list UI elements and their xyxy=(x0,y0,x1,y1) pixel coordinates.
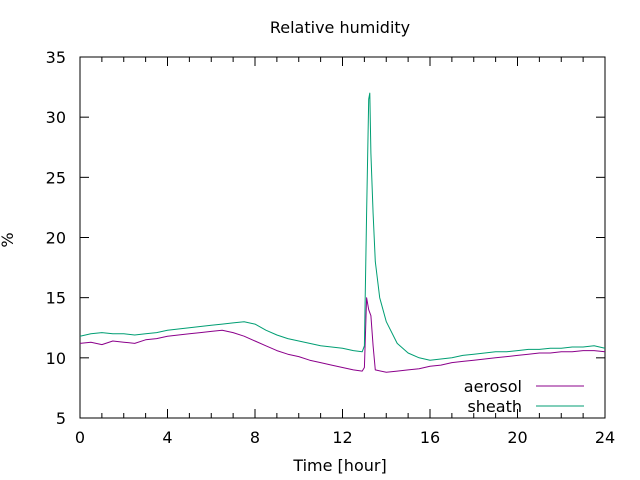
x-axis-title: Time [hour] xyxy=(292,456,386,475)
y-tick-label: 20 xyxy=(46,229,66,248)
plot-frame xyxy=(79,56,606,419)
y-tick-label: 10 xyxy=(46,349,66,368)
legend-label-aerosol: aerosol xyxy=(464,377,522,396)
ticks-layer: 0 4 8 12 16 20 24 5 10 15 20 25 30 35 xyxy=(46,48,616,447)
x-tick-label: 16 xyxy=(420,428,440,447)
series-line-sheath xyxy=(79,92,606,361)
x-tick-label: 12 xyxy=(332,428,352,447)
x-tick-label: 8 xyxy=(250,428,260,447)
chart-title: Relative humidity xyxy=(270,18,410,37)
legend-label-sheath: sheath xyxy=(467,397,522,416)
series-line-aerosol xyxy=(79,297,606,373)
y-tick-label: 35 xyxy=(46,48,66,67)
x-tick-label: 4 xyxy=(162,428,172,447)
x-tick-label: 0 xyxy=(75,428,85,447)
x-tick-label: 24 xyxy=(595,428,615,447)
y-tick-label: 5 xyxy=(56,409,66,428)
y-axis-title: % xyxy=(0,232,17,247)
x-tick-label: 20 xyxy=(507,428,527,447)
y-tick-label: 30 xyxy=(46,108,66,127)
y-tick-label: 15 xyxy=(46,289,66,308)
series-layer xyxy=(79,92,606,373)
y-tick-label: 25 xyxy=(46,168,66,187)
